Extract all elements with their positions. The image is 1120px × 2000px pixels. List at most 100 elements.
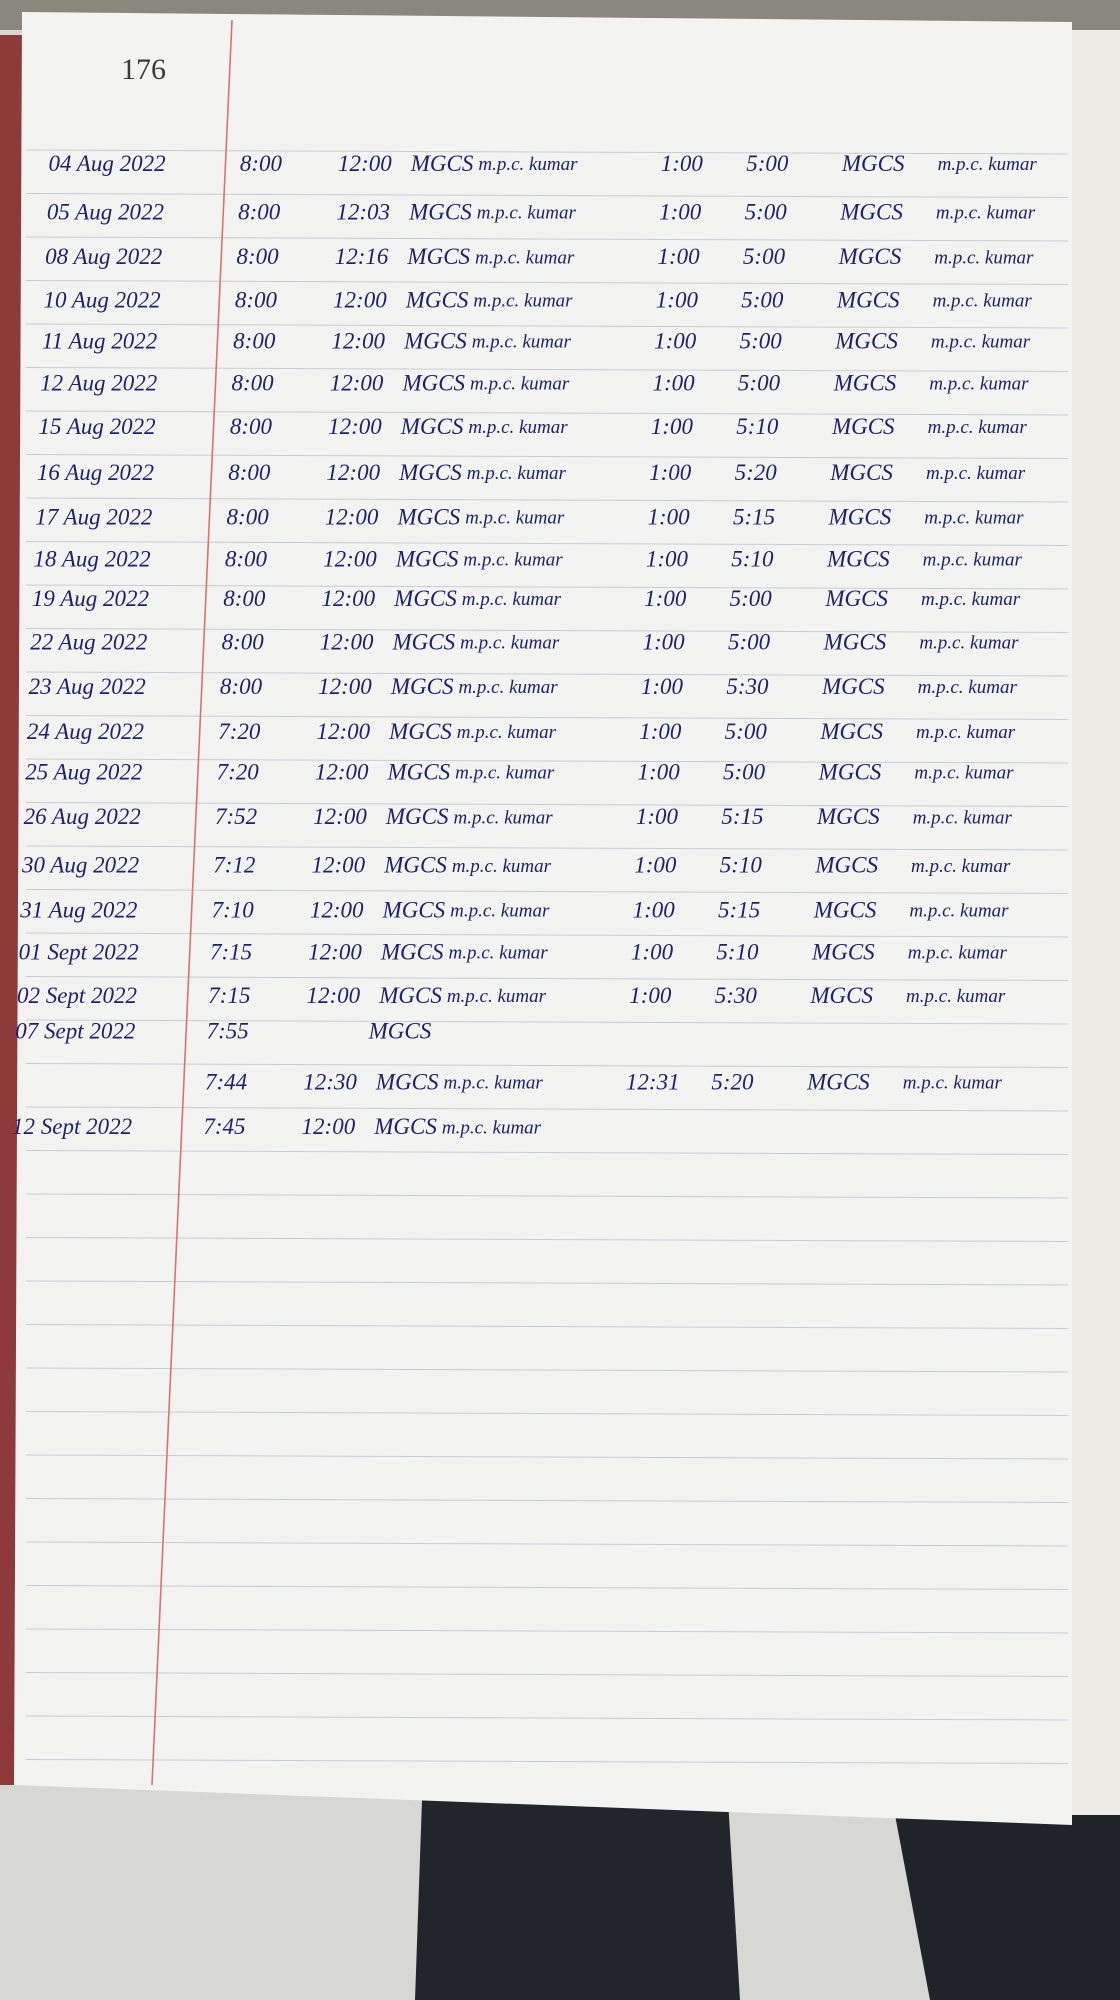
entry-out: 12:16 [335,244,389,269]
signature: m.p.c. kumar [452,856,552,877]
leg-left [415,1800,740,2000]
entry-date: 25 Aug 2022 [25,760,142,785]
signature: m.p.c. kumar [444,1073,544,1094]
entry-date: 18 Aug 2022 [34,547,151,572]
page-number: 176 [121,53,166,86]
entry-in2: 1:00 [654,328,697,353]
entry-in: 7:12 [213,853,255,878]
entry-in: 8:00 [230,414,273,439]
entry-in2: 1:00 [651,414,694,439]
signature: m.p.c. kumar [931,331,1031,352]
entry-place: MGCS [401,371,465,396]
signature: m.p.c. kumar [934,247,1034,268]
entry-date: 11 Aug 2022 [42,328,157,353]
entry-place: MGCS [382,897,446,922]
entry-place2: MGCS [828,504,892,529]
entry-out2: 5:00 [746,151,789,176]
signature: m.p.c. kumar [472,331,572,352]
signature: m.p.c. kumar [457,722,557,743]
entry-place2: MGCS [838,244,902,269]
entry-place: MGCS [393,586,457,611]
entry-place: MGCS [410,151,474,176]
entry-out2: 5:15 [721,804,763,829]
entry-out: 12:00 [320,629,374,654]
entry-in2: 1:00 [649,460,692,485]
entry-in: 7:52 [215,804,257,829]
entry-in: 8:00 [235,288,278,313]
entry-place: MGCS [383,853,447,878]
entry-out2: 5:20 [735,460,778,485]
entry-out: 12:00 [312,853,366,878]
signature: m.p.c. kumar [929,374,1029,395]
rule [25,1019,1069,1025]
entry-out2: 5:20 [711,1070,754,1095]
rule [25,845,1069,851]
signature: m.p.c. kumar [911,856,1011,877]
rule [25,802,1069,807]
entry-in: 8:00 [233,328,276,353]
entry-place2: MGCS [809,983,873,1008]
entry-date: 01 Sept 2022 [19,939,139,964]
rule [25,889,1069,894]
entry-out: 12:00 [316,719,370,744]
entry-out: 12:30 [303,1070,357,1095]
paper [14,12,1072,1825]
entry-in: 7:20 [217,760,260,785]
entry-place2: MGCS [806,1070,870,1095]
ruled-lines [25,149,1069,1764]
rule [25,1628,1069,1634]
entry-place: MGCS [405,288,469,313]
entry-out2: 5:10 [731,547,774,572]
entry-out2: 5:10 [716,939,759,964]
entry-out2: 5:30 [715,983,758,1008]
entry-place: MGCS [408,200,472,225]
signature: m.p.c. kumar [462,589,562,610]
signature: m.p.c. kumar [477,203,577,224]
signature: m.p.c. kumar [467,463,567,484]
entry-in2: 1:00 [661,151,704,176]
rule [25,1237,1069,1242]
entry-in2: 1:00 [656,288,699,313]
rule [25,758,1069,764]
entry-in: 7:55 [207,1019,249,1044]
signature: m.p.c. kumar [460,633,560,654]
signature: m.p.c. kumar [473,291,573,312]
entry-out2: 5:00 [745,200,788,225]
entry-out2: 5:00 [728,629,771,654]
entry-date: 02 Sept 2022 [17,983,137,1008]
entry-place: MGCS [392,629,456,654]
signature: m.p.c. kumar [470,374,570,395]
signature: m.p.c. kumar [918,677,1018,698]
entry-place: MGCS [373,1114,437,1139]
rule [25,1411,1069,1416]
entry-place: MGCS [387,760,451,785]
rule [25,1541,1069,1547]
entry-place: MGCS [375,1070,439,1095]
entry-in2: 12:31 [626,1070,680,1095]
entry-in: 8:00 [238,200,281,225]
entry-place2: MGCS [818,760,882,785]
entry-date: 04 Aug 2022 [48,151,165,176]
entry-in: 8:00 [227,504,270,529]
entry-out2: 5:15 [733,504,775,529]
entry-in2: 1:00 [639,719,682,744]
rule [25,932,1069,938]
signature: m.p.c. kumar [455,763,555,784]
entry-out2: 5:00 [741,288,784,313]
entry-in: 8:00 [220,674,263,699]
entry-place2: MGCS [836,288,900,313]
signature: m.p.c. kumar [908,943,1008,964]
rule [25,1324,1069,1329]
signature: m.p.c. kumar [919,633,1019,654]
entry-date: 30 Aug 2022 [21,853,139,878]
entry-in2: 1:00 [646,547,689,572]
entry-out: 12:00 [325,504,379,529]
entry-out: 12:00 [333,288,387,313]
rule [25,454,1069,459]
signature: m.p.c. kumar [468,417,568,438]
entry-place: MGCS [403,328,467,353]
rule [25,628,1069,633]
entry-out2: 5:00 [740,328,783,353]
entry-out: 12:00 [321,586,375,611]
